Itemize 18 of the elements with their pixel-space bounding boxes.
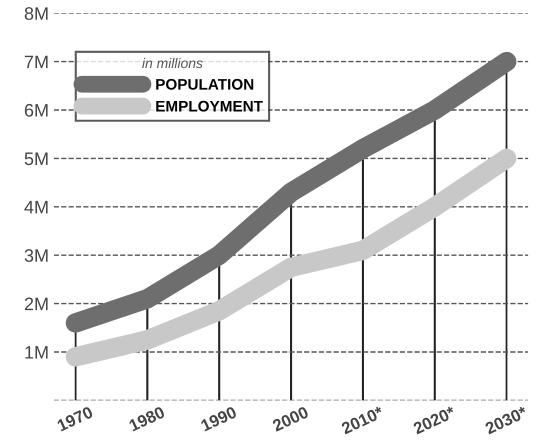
- legend-label: EMPLOYMENT: [156, 100, 263, 112]
- y-tick-label: 4M: [24, 200, 48, 214]
- y-tick-label: 2M: [24, 298, 48, 310]
- y-tick-label: 7M: [24, 56, 48, 68]
- y-tick-label: 6M: [24, 104, 48, 117]
- x-tick-label: 2010*: [340, 406, 385, 435]
- y-tick-label: 5M: [24, 152, 48, 166]
- x-tick-label: 1980: [128, 406, 166, 432]
- y-tick-label: 8M: [24, 7, 48, 20]
- x-tick-label: 2030*: [484, 406, 528, 435]
- y-tick-label: 1M: [25, 346, 48, 359]
- x-tick-label: 1990: [200, 406, 238, 432]
- x-tick-label: 2020*: [412, 406, 456, 435]
- legend-label: POPULATION: [156, 78, 254, 90]
- x-tick-label: 1970: [56, 406, 94, 432]
- y-tick-label: 3M: [24, 249, 48, 262]
- x-tick-label: 2000: [272, 406, 310, 432]
- legend-title: in millions: [142, 58, 203, 68]
